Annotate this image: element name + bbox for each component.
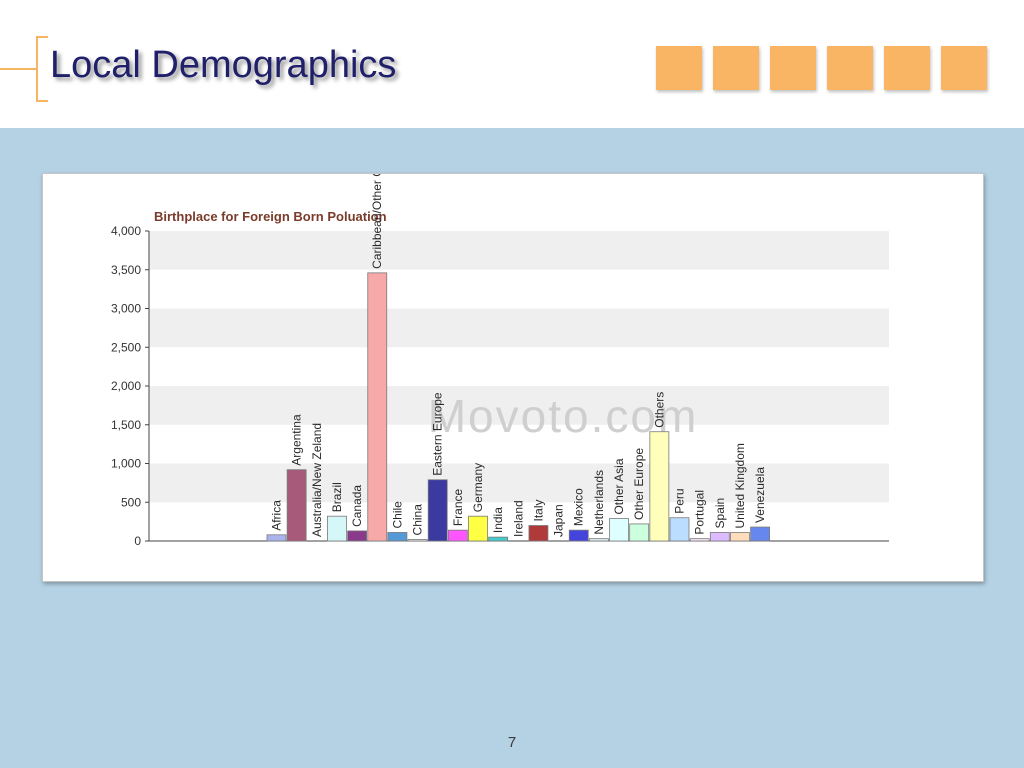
bar (649, 431, 670, 542)
bar (689, 538, 710, 542)
y-tick-label: 0 (134, 534, 141, 548)
bar (589, 538, 609, 542)
bar-label: Eastern Europe (431, 392, 445, 476)
decor-squares (656, 46, 987, 90)
grid-band (149, 386, 889, 425)
y-tick-label: 2,500 (111, 340, 141, 354)
bar (407, 539, 428, 542)
bar (568, 529, 589, 542)
bar (488, 536, 509, 542)
bar-label: Mexico (572, 488, 586, 526)
bar-label: Chile (390, 501, 404, 529)
bar (730, 532, 750, 542)
title-bracket (36, 36, 48, 102)
bar (286, 469, 307, 542)
slide-header: Local Demographics (0, 0, 1024, 128)
bar-label: Caribbean/Other Central America (370, 174, 384, 269)
bar-label: India (491, 507, 505, 533)
bar (327, 515, 347, 542)
bar (468, 515, 488, 542)
bar (387, 532, 408, 542)
bar-label: Canada (350, 485, 364, 527)
chart-panel: Movoto.com Birthplace for Foreign Born Po… (42, 173, 984, 582)
decor-square (827, 46, 873, 90)
decor-square (770, 46, 816, 90)
y-tick-label: 500 (121, 495, 141, 509)
bar-label: France (451, 488, 465, 526)
slide-title: Local Demographics (50, 44, 397, 86)
bar (528, 525, 549, 542)
y-tick-label: 2,000 (111, 379, 141, 393)
bar-label: Brazil (330, 482, 344, 512)
grid-band (149, 308, 889, 348)
decor-square (941, 46, 987, 90)
bar-label: Peru (673, 488, 687, 513)
grid-band (149, 231, 889, 270)
bar-label: China (411, 504, 425, 536)
bar (750, 526, 770, 542)
y-tick-label: 3,000 (111, 302, 141, 316)
bar-label: Ireland (511, 500, 525, 537)
bar-label: Other Europe (632, 448, 646, 520)
bar-label: United Kingdom (733, 443, 747, 528)
decor-square (656, 46, 702, 90)
bar-label: Netherlands (592, 470, 606, 535)
accent-line (0, 68, 38, 70)
bar-label: Spain (713, 498, 727, 529)
bar-label: Africa (270, 500, 284, 531)
bar (266, 534, 287, 542)
decor-square (713, 46, 759, 90)
bar-label: Japan (552, 504, 566, 537)
bar (367, 272, 388, 542)
bar-label: Portugal (693, 490, 707, 535)
bar-label: Venezuela (753, 467, 767, 523)
bar (629, 523, 650, 542)
grid-band (149, 463, 889, 503)
bar (447, 529, 468, 542)
page-number: 7 (507, 734, 517, 751)
decor-square (884, 46, 930, 90)
bar-label: Italy (531, 499, 545, 521)
bar-label: Other Asia (612, 458, 626, 514)
bar-label: Australia/New Zeland (310, 423, 324, 537)
bar (709, 532, 730, 542)
y-tick-label: 1,000 (111, 457, 141, 471)
y-tick-label: 4,000 (111, 224, 141, 238)
bar (669, 517, 690, 542)
bar (347, 530, 368, 542)
bar-label: Others (652, 392, 666, 428)
bar-label: Germany (471, 463, 485, 512)
y-tick-label: 1,500 (111, 418, 141, 432)
y-tick-label: 3,500 (111, 263, 141, 277)
bar (609, 518, 629, 542)
bar (427, 479, 448, 542)
chart-title: Birthplace for Foreign Born Poluation (154, 209, 387, 224)
bar-label: Argentina (290, 414, 304, 466)
